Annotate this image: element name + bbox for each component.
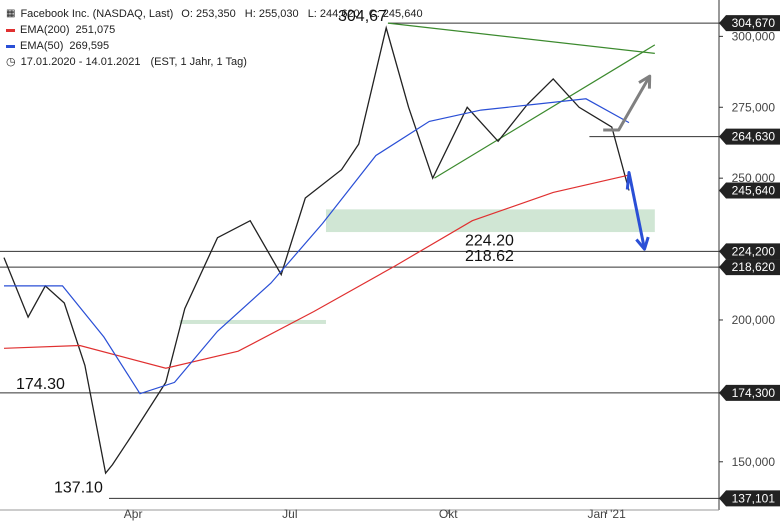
scenario-arrows-layer	[603, 74, 652, 251]
trendline-1	[434, 44, 656, 179]
y-axis: 150,000 200,000 250,000 275,000 300,000	[718, 0, 776, 510]
ema200-line	[3, 174, 630, 369]
support-zone-0	[325, 209, 655, 233]
price-tag-bg-4	[719, 384, 780, 401]
clock-icon: ◷	[6, 56, 16, 68]
price-tag-bg-1	[719, 128, 780, 145]
scenario-arrow-1	[625, 171, 646, 250]
scenario-arrowhead-0	[638, 74, 652, 89]
high-value: H: 255,030	[244, 8, 299, 20]
price-tag-4: 174,300	[732, 386, 776, 400]
zones-layer	[179, 209, 655, 324]
price-tag-5: 137,101	[732, 491, 776, 505]
trendlines-layer	[387, 22, 656, 179]
x-axis: Apr Jul Okt Jan '21	[0, 507, 719, 521]
ema50-name: EMA(50)	[20, 40, 64, 52]
ema200-swatch	[6, 28, 15, 32]
support-zone-1	[179, 319, 326, 324]
x-tick-label-0: Apr	[124, 507, 143, 521]
scenario-arrowhead-1	[635, 236, 650, 251]
price-tag-1: 264,630	[732, 130, 776, 144]
ema200-value: 251,075	[75, 24, 116, 36]
close-value: C: 245,640	[368, 8, 423, 20]
title-row: ▦ Facebook Inc. (NASDAQ, Last) O: 253,35…	[6, 6, 429, 22]
price-line	[3, 25, 630, 475]
open-value: O: 253,350	[181, 8, 236, 20]
x-tick-label-3: Jan '21	[587, 507, 626, 521]
ema200-name: EMA(200)	[20, 24, 70, 36]
level-label-4: 174.30	[16, 376, 65, 393]
y-tick-label-0: 150,000	[732, 455, 776, 469]
price-tag-bg-0	[719, 15, 780, 32]
trendline-0	[387, 22, 655, 54]
y-tick-label-4: 300,000	[732, 29, 776, 43]
chart-info-panel: ▦ Facebook Inc. (NASDAQ, Last) O: 253,35…	[6, 6, 429, 70]
candlestick-icon: ▦	[6, 8, 16, 19]
price-tag-6: 245,640	[732, 184, 776, 198]
level-label-5: 137.10	[54, 479, 103, 496]
price-tag-2: 224,200	[732, 244, 776, 258]
ema50-swatch	[6, 44, 15, 48]
price-tag-bg-3	[719, 259, 780, 276]
x-tick-label-2: Okt	[439, 507, 458, 521]
price-tags-layer: 304,670 264,630 224,200 218,620 174,300 137,1…	[719, 15, 780, 507]
ohlc-values: O: 253,350 H: 255,030 L: 244,620 C: 245,…	[181, 6, 428, 22]
period-range: 17.01.2020 - 14.01.2021	[20, 56, 141, 68]
level-label-3: 218.62	[465, 248, 514, 265]
ema50-line	[4, 98, 630, 395]
price-tag-bg-2	[719, 243, 780, 260]
price-tag-bg-5	[719, 490, 780, 507]
ema50-value: 269,595	[69, 40, 110, 52]
y-tick-label-3: 275,000	[732, 100, 776, 114]
low-value: L: 244,620	[307, 8, 360, 20]
price-tag-0: 304,670	[732, 16, 776, 30]
series-layer	[3, 25, 630, 475]
legend-ema50: EMA(50) 269,595	[6, 38, 429, 54]
x-tick-label-1: Jul	[282, 507, 297, 521]
legend-ema200: EMA(200) 251,075	[6, 22, 429, 38]
period-note: (EST, 1 Jahr, 1 Tag)	[150, 56, 247, 68]
level-label-2: 224.20	[465, 232, 514, 249]
y-tick-label-2: 250,000	[732, 171, 776, 185]
period-row: ◷ 17.01.2020 - 14.01.2021 (EST, 1 Jahr, …	[6, 54, 429, 70]
instrument-title: Facebook Inc. (NASDAQ, Last)	[20, 8, 174, 20]
scenario-arrow-0	[603, 75, 652, 132]
price-tag-bg-6	[719, 182, 780, 199]
y-tick-label-1: 200,000	[732, 313, 776, 327]
level-label-0: 304,67	[338, 8, 387, 25]
price-tag-3: 218,620	[732, 260, 776, 274]
